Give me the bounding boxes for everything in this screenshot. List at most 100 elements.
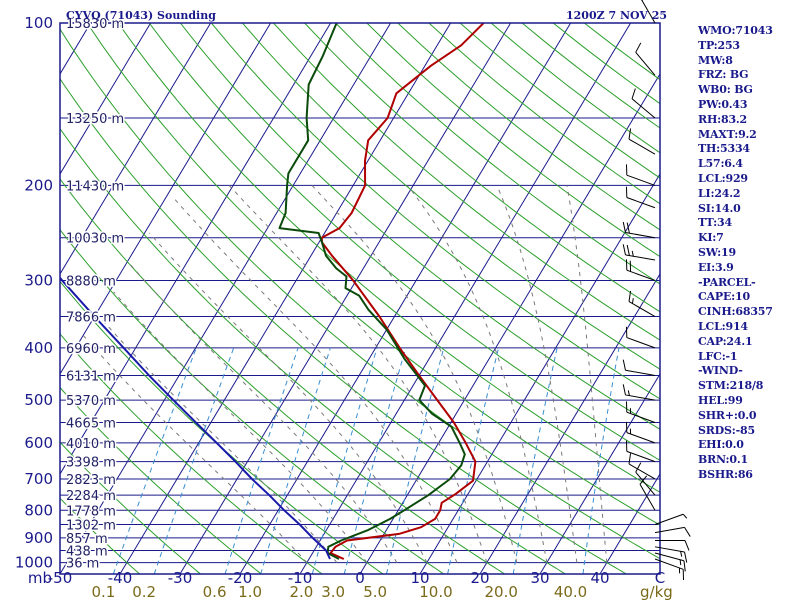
index-item: TP:253 — [698, 38, 740, 52]
wind-barb — [635, 42, 656, 76]
index-item: L57:6.4 — [698, 157, 743, 171]
index-item: SI:14.0 — [698, 201, 741, 215]
pressure-tick-label: 900 — [24, 529, 53, 547]
wind-barb — [635, 462, 656, 496]
height-label: 5370 m — [66, 394, 116, 409]
isotherm-line — [179, 23, 512, 574]
height-label: 3398 m — [66, 456, 116, 471]
dry-adiabat-line — [60, 178, 505, 574]
wind-barb — [655, 539, 690, 551]
index-item: TH:5334 — [698, 142, 750, 156]
height-label: 6960 m — [66, 342, 116, 357]
moist-adiabat-line — [228, 185, 488, 563]
wind-barb — [628, 128, 656, 155]
index-item: LCL:914 — [698, 319, 748, 333]
index-item: SW:19 — [698, 245, 736, 259]
moist-adiabat-line — [496, 185, 578, 563]
temperature-tick-label: 40 — [590, 569, 609, 587]
isotherm-line — [239, 23, 572, 574]
wind-barb — [622, 359, 656, 376]
wind-barb — [622, 384, 656, 401]
index-item: LFC:-1 — [698, 349, 738, 363]
height-label: 4010 m — [66, 437, 116, 452]
wind-barb — [625, 401, 656, 423]
wind-barb — [654, 513, 688, 525]
mixing-ratio-label: 0.1 — [91, 583, 115, 600]
index-item: MAXT:9.2 — [698, 127, 757, 141]
mixing-ratio-label: 1.0 — [238, 583, 262, 600]
isotherm-line — [359, 73, 660, 574]
index-item: STM:218/8 — [698, 379, 764, 393]
dry-adiabat-line — [60, 497, 140, 574]
mixing-ratio-line — [224, 347, 299, 574]
mixing-ratio-line — [153, 347, 235, 574]
dry-adiabat-line — [60, 280, 384, 574]
index-item: FRZ: BG — [698, 68, 749, 82]
wind-barb — [622, 221, 656, 239]
wind-barb — [639, 475, 656, 511]
isotherm-line — [599, 473, 660, 574]
indices-panel: WMO:71043 TP:253 MW:8 FRZ: BG WB0: BG PW:0.43… — [698, 24, 798, 483]
index-item: KI:7 — [698, 231, 724, 245]
dry-adiabat-line — [179, 23, 660, 430]
wind-barb — [628, 290, 656, 317]
pressure-tick-label: 1000 — [15, 554, 53, 572]
index-item: MW:8 — [698, 53, 733, 67]
dry-adiabat-line — [273, 23, 660, 341]
wind-barb — [628, 453, 656, 480]
height-label: 2823 m — [66, 473, 116, 488]
mixing-ratio-line — [311, 347, 378, 574]
dry-adiabat-line — [60, 386, 262, 574]
pressure-tick-label: 600 — [24, 434, 53, 452]
dry-adiabat-line — [211, 23, 660, 400]
mixing-ratio-label: 20.0 — [484, 583, 517, 600]
wind-barb — [654, 526, 691, 537]
temperature-tick-label: -50 — [48, 569, 73, 587]
moist-adiabat-line — [129, 263, 398, 563]
wind-barb — [625, 164, 656, 186]
dry-adiabat-line — [242, 23, 660, 370]
dry-adiabat-line — [304, 23, 660, 313]
height-label: 11430 m — [66, 179, 124, 194]
moist-adiabat-line — [172, 196, 458, 563]
index-item: CAP:24.1 — [698, 334, 753, 348]
wind-barb — [641, 0, 656, 24]
dry-adiabat-line — [86, 23, 660, 526]
station-title: CYVQ (71043) Sounding — [66, 9, 216, 22]
sounding-time: 1200Z 7 NOV 25 — [566, 9, 668, 22]
wind-barb — [625, 421, 656, 444]
isotherm-line — [60, 23, 332, 475]
index-item: BSHR:86 — [698, 467, 753, 481]
index-item: SHR+:0.0 — [698, 408, 757, 422]
pressure-tick-label: 700 — [24, 470, 53, 488]
index-item: WB0: BG — [698, 83, 753, 97]
height-label: 1302 m — [66, 518, 116, 533]
height-label: 6131 m — [66, 369, 116, 384]
mixing-ratio-label: 2.0 — [289, 583, 313, 600]
isotherm-line — [60, 23, 392, 574]
temperature-tick-label: 10 — [410, 569, 429, 587]
plot-frame — [59, 22, 661, 575]
isotherm-line — [60, 23, 272, 375]
wind-barb — [654, 552, 686, 572]
mixing-ratio-unit: g/kg — [640, 583, 673, 600]
wind-barb — [654, 558, 685, 581]
mixing-ratio-line — [447, 347, 500, 574]
moist-adiabat-line — [566, 185, 608, 563]
dry-adiabat-line — [148, 23, 660, 461]
plot-area — [60, 23, 660, 574]
index-item: TT:34 — [698, 216, 732, 230]
moist-adiabat-line — [98, 316, 338, 563]
temperature-tick-label: -10 — [288, 569, 313, 587]
wind-barb — [631, 88, 656, 119]
temperature-trace — [320, 23, 485, 560]
moist-adiabat-line — [113, 291, 368, 563]
index-item: CINH:68357 — [698, 305, 773, 319]
dry-adiabat-line — [60, 127, 566, 574]
index-item: LI:24.2 — [698, 186, 741, 200]
dry-adiabat-line — [60, 441, 201, 574]
mixing-ratio-label: 5.0 — [363, 583, 387, 600]
index-item: -WIND- — [698, 364, 743, 378]
